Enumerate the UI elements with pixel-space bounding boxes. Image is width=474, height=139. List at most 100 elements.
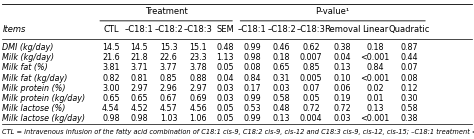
Text: 0.03: 0.03 bbox=[334, 114, 351, 123]
Text: 0.88: 0.88 bbox=[190, 74, 207, 83]
Text: 0.17: 0.17 bbox=[243, 84, 261, 93]
Text: –C18:2: –C18:2 bbox=[267, 25, 296, 34]
Text: 0.07: 0.07 bbox=[401, 63, 419, 72]
Text: 0.69: 0.69 bbox=[189, 94, 207, 103]
Text: 0.72: 0.72 bbox=[333, 104, 351, 113]
Text: 0.19: 0.19 bbox=[333, 94, 351, 103]
Text: –C18:3: –C18:3 bbox=[184, 25, 212, 34]
Text: 0.87: 0.87 bbox=[401, 43, 419, 52]
Text: Milk lactose (kg/day): Milk lactose (kg/day) bbox=[2, 114, 85, 123]
Text: 0.04: 0.04 bbox=[217, 74, 234, 83]
Text: –C18:1: –C18:1 bbox=[238, 25, 266, 34]
Text: 0.38: 0.38 bbox=[334, 43, 351, 52]
Text: Milk fat (%): Milk fat (%) bbox=[2, 63, 48, 72]
Text: 0.13: 0.13 bbox=[334, 63, 351, 72]
Text: Treatment: Treatment bbox=[145, 7, 188, 16]
Text: 0.72: 0.72 bbox=[302, 104, 320, 113]
Text: 0.81: 0.81 bbox=[131, 74, 148, 83]
Text: CTL: CTL bbox=[103, 25, 118, 34]
Text: –C18:3: –C18:3 bbox=[297, 25, 325, 34]
Text: 0.44: 0.44 bbox=[401, 53, 418, 62]
Text: 0.98: 0.98 bbox=[243, 53, 261, 62]
Text: 0.85: 0.85 bbox=[302, 63, 320, 72]
Text: 0.08: 0.08 bbox=[401, 74, 418, 83]
Text: 0.98: 0.98 bbox=[102, 114, 120, 123]
Text: CTL = intravenous infusion of the fatty acid combination of C18:1 cis-9, C18:2 c: CTL = intravenous infusion of the fatty … bbox=[2, 129, 474, 135]
Text: –C18:1: –C18:1 bbox=[125, 25, 154, 34]
Text: 0.04: 0.04 bbox=[334, 53, 351, 62]
Text: 1.03: 1.03 bbox=[160, 114, 177, 123]
Text: Quadratic: Quadratic bbox=[389, 25, 430, 34]
Text: 0.03: 0.03 bbox=[217, 94, 234, 103]
Text: 1.06: 1.06 bbox=[190, 114, 207, 123]
Text: Milk protein (%): Milk protein (%) bbox=[2, 84, 66, 93]
Text: 4.56: 4.56 bbox=[189, 104, 207, 113]
Text: Removal: Removal bbox=[324, 25, 361, 34]
Text: 0.03: 0.03 bbox=[273, 84, 290, 93]
Text: 0.98: 0.98 bbox=[130, 114, 148, 123]
Text: Milk (kg/day): Milk (kg/day) bbox=[2, 53, 55, 62]
Text: SEM: SEM bbox=[216, 25, 234, 34]
Text: 0.13: 0.13 bbox=[273, 114, 290, 123]
Text: 4.54: 4.54 bbox=[102, 104, 120, 113]
Text: 4.52: 4.52 bbox=[130, 104, 148, 113]
Text: 0.48: 0.48 bbox=[273, 104, 290, 113]
Text: 0.02: 0.02 bbox=[366, 84, 384, 93]
Text: 23.3: 23.3 bbox=[189, 53, 207, 62]
Text: 0.99: 0.99 bbox=[243, 114, 261, 123]
Text: 0.05: 0.05 bbox=[216, 63, 234, 72]
Text: 0.06: 0.06 bbox=[334, 84, 351, 93]
Text: 0.67: 0.67 bbox=[160, 94, 178, 103]
Text: 0.65: 0.65 bbox=[130, 94, 148, 103]
Text: 0.007: 0.007 bbox=[300, 53, 322, 62]
Text: 0.99: 0.99 bbox=[243, 43, 261, 52]
Text: 0.05: 0.05 bbox=[216, 104, 234, 113]
Text: <0.001: <0.001 bbox=[360, 114, 390, 123]
Text: 0.82: 0.82 bbox=[102, 74, 120, 83]
Text: 3.81: 3.81 bbox=[102, 63, 119, 72]
Text: 0.53: 0.53 bbox=[243, 104, 261, 113]
Text: <0.001: <0.001 bbox=[360, 53, 390, 62]
Text: 0.62: 0.62 bbox=[302, 43, 320, 52]
Text: 0.84: 0.84 bbox=[244, 74, 261, 83]
Text: 0.12: 0.12 bbox=[401, 84, 419, 93]
Text: Items: Items bbox=[2, 25, 26, 34]
Text: 0.01: 0.01 bbox=[366, 94, 383, 103]
Text: DMI (kg/day): DMI (kg/day) bbox=[2, 43, 54, 52]
Text: 22.6: 22.6 bbox=[160, 53, 178, 62]
Text: –C18:2: –C18:2 bbox=[155, 25, 183, 34]
Text: 21.6: 21.6 bbox=[102, 53, 120, 62]
Text: 0.08: 0.08 bbox=[244, 63, 261, 72]
Text: 2.96: 2.96 bbox=[160, 84, 178, 93]
Text: 0.05: 0.05 bbox=[302, 94, 320, 103]
Text: 0.65: 0.65 bbox=[102, 94, 120, 103]
Text: Milk fat (kg/day): Milk fat (kg/day) bbox=[2, 74, 68, 83]
Text: 0.18: 0.18 bbox=[366, 43, 383, 52]
Text: 0.31: 0.31 bbox=[273, 74, 290, 83]
Text: 0.48: 0.48 bbox=[217, 43, 234, 52]
Text: 3.77: 3.77 bbox=[160, 63, 178, 72]
Text: 2.97: 2.97 bbox=[189, 84, 207, 93]
Text: 1.13: 1.13 bbox=[217, 53, 234, 62]
Text: 0.38: 0.38 bbox=[401, 114, 418, 123]
Text: 0.004: 0.004 bbox=[300, 114, 322, 123]
Text: 15.1: 15.1 bbox=[189, 43, 207, 52]
Text: P-value¹: P-value¹ bbox=[316, 7, 350, 16]
Text: Milk lactose (%): Milk lactose (%) bbox=[2, 104, 66, 113]
Text: 14.5: 14.5 bbox=[102, 43, 120, 52]
Text: 0.05: 0.05 bbox=[216, 114, 234, 123]
Text: 0.18: 0.18 bbox=[273, 53, 290, 62]
Text: 14.5: 14.5 bbox=[130, 43, 148, 52]
Text: 3.71: 3.71 bbox=[130, 63, 148, 72]
Text: 0.13: 0.13 bbox=[366, 104, 383, 113]
Text: 3.00: 3.00 bbox=[102, 84, 119, 93]
Text: 4.57: 4.57 bbox=[160, 104, 178, 113]
Text: 0.46: 0.46 bbox=[273, 43, 290, 52]
Text: Linear: Linear bbox=[362, 25, 388, 34]
Text: 0.005: 0.005 bbox=[300, 74, 322, 83]
Text: 15.3: 15.3 bbox=[160, 43, 178, 52]
Text: 0.85: 0.85 bbox=[160, 74, 178, 83]
Text: 0.84: 0.84 bbox=[366, 63, 383, 72]
Text: 0.58: 0.58 bbox=[273, 94, 291, 103]
Text: 0.07: 0.07 bbox=[302, 84, 320, 93]
